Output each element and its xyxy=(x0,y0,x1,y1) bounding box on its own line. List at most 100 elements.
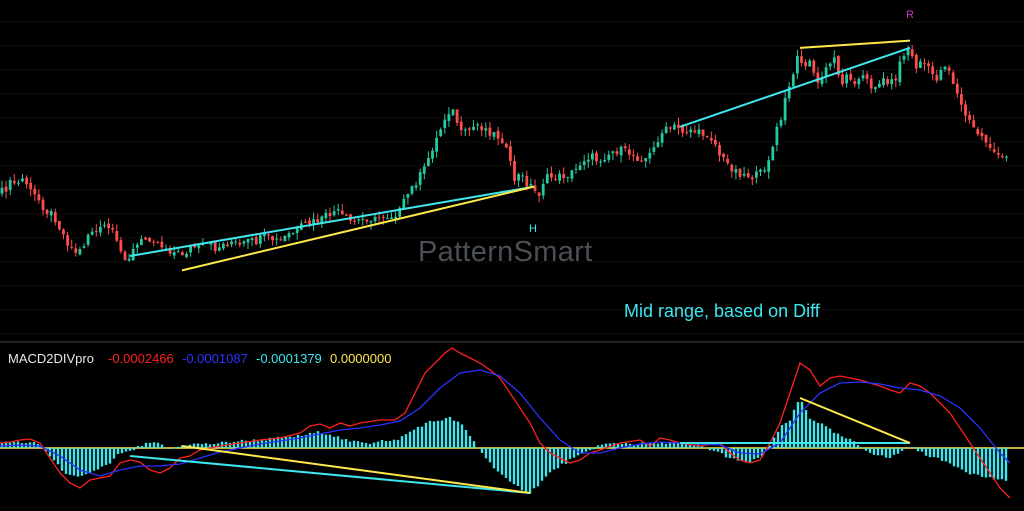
candle-body xyxy=(804,62,807,67)
annotation-note: Mid range, based on Diff xyxy=(624,301,820,321)
candle-body xyxy=(25,177,28,185)
candle-body xyxy=(332,211,336,216)
candle-body xyxy=(906,47,910,56)
candle-body xyxy=(459,121,463,131)
candle-body xyxy=(1005,156,1008,158)
candle-body xyxy=(152,241,156,243)
candle-body xyxy=(394,216,397,219)
candle-body xyxy=(58,220,61,230)
candle-body xyxy=(148,237,151,242)
candle-body xyxy=(599,161,602,163)
candle-body xyxy=(935,74,939,81)
candle-body xyxy=(263,233,266,237)
candle-body xyxy=(49,210,53,216)
candle-body xyxy=(976,129,980,135)
indicator-value-macd: -0.0002466 xyxy=(108,351,174,366)
candle-body xyxy=(17,182,20,184)
candle-body xyxy=(45,209,49,214)
candle-body xyxy=(562,173,566,178)
candle-body xyxy=(615,151,619,155)
candle-body xyxy=(919,61,922,68)
candle-body xyxy=(705,136,709,138)
candle-body xyxy=(554,178,557,180)
candle-body xyxy=(246,238,250,243)
candle-body xyxy=(886,79,889,85)
candle-body xyxy=(939,69,943,80)
candle-body xyxy=(582,161,586,165)
candle-body xyxy=(574,168,578,170)
candle-body xyxy=(607,154,611,160)
candle-body xyxy=(172,252,176,256)
candle-body xyxy=(111,227,115,230)
candle-body xyxy=(771,146,775,161)
candle-body xyxy=(472,126,475,130)
candle-body xyxy=(718,145,721,156)
candle-body xyxy=(857,78,861,85)
candle-body xyxy=(62,229,65,235)
candle-body xyxy=(955,83,959,94)
candle-body xyxy=(816,72,820,83)
candle-body xyxy=(648,152,652,159)
candle-body xyxy=(689,129,693,133)
candle-body xyxy=(234,241,238,243)
signal-line xyxy=(0,369,1011,477)
candle-body xyxy=(418,172,422,185)
candle-body xyxy=(623,146,627,149)
candle-body xyxy=(845,74,848,84)
candle-body xyxy=(340,210,344,215)
candle-body xyxy=(176,251,180,253)
candle-body xyxy=(878,83,881,88)
candle-body xyxy=(595,152,598,162)
candle-body xyxy=(242,241,246,244)
divergence-trendline xyxy=(181,185,535,272)
candle-body xyxy=(451,109,455,115)
candle-body xyxy=(226,244,229,247)
candle-body xyxy=(730,164,734,172)
candle-body xyxy=(398,207,402,217)
candle-body xyxy=(345,214,348,216)
candle-body xyxy=(972,120,976,128)
candle-body xyxy=(759,169,762,172)
candle-body xyxy=(550,173,553,178)
candle-body xyxy=(869,78,873,89)
divergence-trendline xyxy=(799,397,911,444)
candle-body xyxy=(160,241,164,248)
candle-body xyxy=(82,246,86,248)
candle-body xyxy=(898,61,902,83)
candle-body xyxy=(230,241,233,245)
candle-body xyxy=(537,192,541,196)
candle-body xyxy=(796,56,799,74)
candle-body xyxy=(783,97,787,121)
candle-body xyxy=(70,246,74,248)
candle-body xyxy=(533,185,537,191)
candle-body xyxy=(267,234,270,236)
candle-body xyxy=(767,160,771,172)
candle-body xyxy=(308,220,311,225)
candle-body xyxy=(135,244,139,248)
candle-body xyxy=(504,143,508,148)
candle-body xyxy=(656,142,660,147)
candle-body xyxy=(431,150,434,159)
candle-body xyxy=(402,198,406,209)
candle-body xyxy=(476,124,479,126)
candle-body xyxy=(586,159,590,162)
macd-line xyxy=(0,347,1011,499)
candle-body xyxy=(168,248,172,254)
candle-body xyxy=(500,138,504,144)
candle-body xyxy=(209,242,213,245)
candle-body xyxy=(4,186,8,192)
candle-body xyxy=(1001,156,1004,158)
candle-body xyxy=(968,115,971,120)
candle-body xyxy=(107,223,110,229)
candle-body xyxy=(943,66,947,70)
candle-body xyxy=(90,231,94,235)
price-candles xyxy=(0,45,1008,262)
candle-body xyxy=(238,242,242,245)
candle-body xyxy=(447,114,451,122)
candle-body xyxy=(455,109,459,123)
candle-body xyxy=(992,149,996,152)
candle-body xyxy=(357,219,361,221)
macd-lines xyxy=(0,347,1011,499)
candle-body xyxy=(734,169,738,173)
